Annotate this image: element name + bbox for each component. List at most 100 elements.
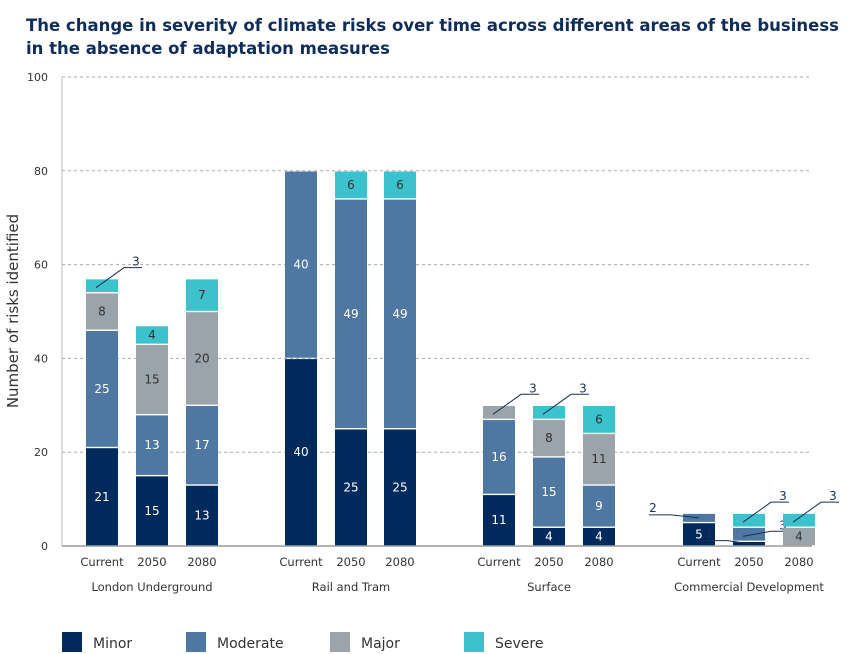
bar-segment-severe <box>136 326 168 344</box>
x-tick-label: Current <box>80 555 124 569</box>
bar-segment-severe <box>733 513 765 527</box>
callout-line <box>792 501 839 523</box>
data-label: 16 <box>491 450 506 464</box>
data-label: 3 <box>779 489 787 503</box>
data-label: 9 <box>595 499 603 513</box>
x-tick-label: Current <box>677 555 721 569</box>
data-label: 21 <box>94 490 109 504</box>
y-tick-label: 60 <box>34 259 48 272</box>
data-label: 4 <box>795 530 803 544</box>
bar-segment-moderate <box>533 457 565 527</box>
data-label: 3 <box>579 381 587 395</box>
data-label: 5 <box>695 527 703 541</box>
x-tick-label: Current <box>477 555 521 569</box>
bar-segment-minor <box>335 429 367 546</box>
x-tick-label: 2080 <box>584 555 613 569</box>
data-label: 25 <box>392 480 407 494</box>
bar-segment-moderate <box>86 330 118 447</box>
bar-segment-minor <box>533 527 565 546</box>
group-label: London Underground <box>91 580 212 594</box>
bar-segment-minor <box>583 527 615 546</box>
data-label: 7 <box>198 288 206 302</box>
bar-segment-major <box>583 434 615 485</box>
data-label: 49 <box>392 307 407 321</box>
data-label: 4 <box>595 530 603 544</box>
data-label: 2 <box>649 501 657 515</box>
x-tick-label: 2050 <box>534 555 563 569</box>
bar-segment-minor <box>483 495 515 546</box>
bar-segment-moderate <box>186 406 218 485</box>
chart-title: The change in severity of climate risks … <box>26 16 839 58</box>
bar-segment-major <box>136 345 168 414</box>
legend-label: Moderate <box>217 636 284 652</box>
group-label: Surface <box>527 580 571 594</box>
bar-segment-major <box>783 527 815 546</box>
callout-line <box>542 393 589 415</box>
y-tick-label: 100 <box>27 71 48 84</box>
data-label: 11 <box>491 513 506 527</box>
data-label: 6 <box>396 178 404 192</box>
bar-segment-minor <box>384 429 416 546</box>
y-tick-label: 20 <box>34 446 48 459</box>
data-label: 8 <box>545 431 553 445</box>
bar-segment-minor <box>136 476 168 546</box>
bar-segment-severe <box>86 279 118 293</box>
bar-segment-moderate <box>583 485 615 527</box>
data-label: 17 <box>194 438 209 452</box>
bar-segment-severe <box>583 406 615 433</box>
bar-segment-severe <box>186 279 218 311</box>
data-label: 13 <box>194 509 209 523</box>
bar-segment-moderate <box>384 199 416 429</box>
data-label: 6 <box>595 412 603 426</box>
bar-segment-moderate <box>733 527 765 541</box>
y-axis-label: Number of risks identified <box>4 214 22 408</box>
data-label: 3 <box>829 489 837 503</box>
bar-segment-major <box>86 293 118 330</box>
callout-line <box>705 540 750 545</box>
y-tick-label: 40 <box>34 352 48 365</box>
bar-segment-minor <box>683 523 715 546</box>
data-label: 1 <box>705 527 713 541</box>
group-label: Commercial Development <box>674 580 824 594</box>
bar-segment-minor <box>86 448 118 546</box>
data-label: 8 <box>98 305 106 319</box>
callout-line <box>742 501 789 523</box>
data-label: 15 <box>144 373 159 387</box>
data-label: 6 <box>347 178 355 192</box>
bar-segment-minor <box>285 359 317 546</box>
bar-segment-major <box>483 406 515 419</box>
callout-line <box>649 514 700 519</box>
data-label: 11 <box>591 452 606 466</box>
callout-line <box>492 393 539 415</box>
y-tick-label: 80 <box>34 165 48 178</box>
bar-segment-major <box>533 420 565 457</box>
data-label: 4 <box>148 328 156 342</box>
legend-label: Severe <box>495 636 543 652</box>
data-label: 3 <box>529 381 537 395</box>
legend-label: Minor <box>93 636 132 652</box>
bar-segment-severe <box>783 513 815 527</box>
legend-swatch-severe <box>464 632 484 652</box>
legend-swatch-moderate <box>186 632 206 652</box>
y-tick-label: 0 <box>41 540 48 553</box>
x-tick-label: 2050 <box>336 555 365 569</box>
data-label: 15 <box>541 485 556 499</box>
x-tick-label: 2050 <box>734 555 763 569</box>
data-label: 20 <box>194 351 209 365</box>
legend-swatch-major <box>330 632 350 652</box>
x-tick-label: 2080 <box>187 555 216 569</box>
x-tick-label: 2080 <box>784 555 813 569</box>
x-tick-label: 2050 <box>137 555 166 569</box>
bar-segment-minor <box>186 485 218 546</box>
bar-segment-moderate <box>483 420 515 494</box>
bar-segment-severe <box>533 406 565 419</box>
bar-segment-moderate <box>136 415 168 475</box>
data-label: 25 <box>94 382 109 396</box>
x-tick-label: 2080 <box>385 555 414 569</box>
bar-segment-major <box>186 312 218 405</box>
callout-line <box>95 267 142 289</box>
data-label: 49 <box>343 307 358 321</box>
bar-segment-moderate <box>285 171 317 358</box>
data-label: 3 <box>132 255 140 269</box>
